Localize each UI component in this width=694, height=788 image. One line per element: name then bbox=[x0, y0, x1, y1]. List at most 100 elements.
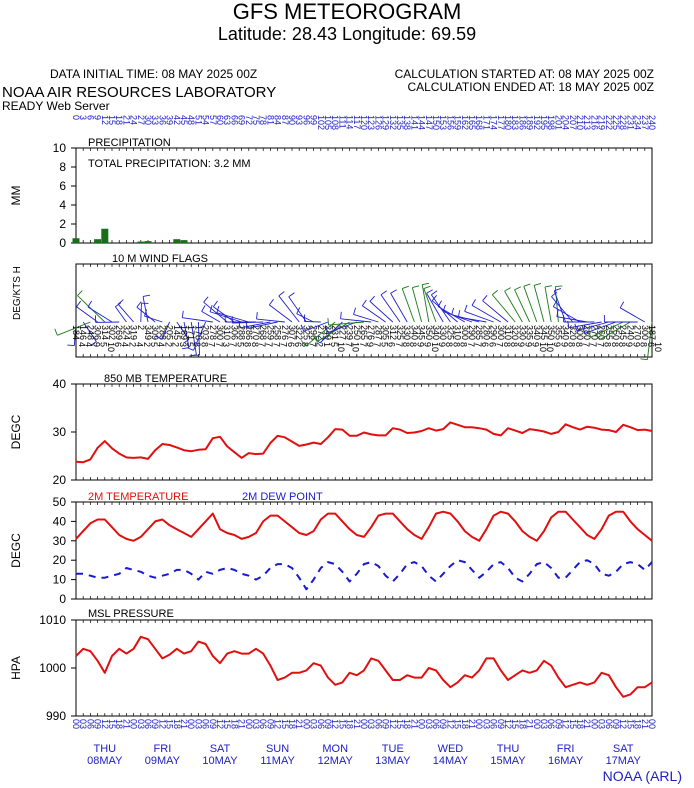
wind-barb-flag bbox=[380, 290, 387, 296]
wind-direction-label: 340 bbox=[561, 325, 571, 340]
wind-speed-label: 2 bbox=[315, 342, 325, 347]
wind-barb-flag bbox=[619, 301, 625, 309]
wind-direction-label: 245 bbox=[618, 325, 628, 340]
wind-barb bbox=[471, 305, 502, 323]
wind-speed-label: 7 bbox=[466, 342, 476, 347]
wind-speed-label: 10 bbox=[653, 342, 663, 352]
time-label: 00 bbox=[186, 719, 196, 729]
time-label: 15 bbox=[510, 719, 520, 729]
wind-barb-flag bbox=[567, 320, 570, 328]
wind-barb bbox=[304, 320, 321, 323]
wind-speed-label: 9 bbox=[437, 342, 447, 347]
forecast-hour-label: 216 bbox=[589, 115, 599, 130]
day-name-label: SAT bbox=[210, 743, 231, 755]
wind-barb-flag bbox=[556, 309, 559, 317]
wind-speed-label: 8 bbox=[567, 342, 577, 347]
wind-direction-label: 276 bbox=[280, 325, 290, 340]
wind-speed-label: 8 bbox=[617, 342, 627, 347]
forecast-hour-label: 69 bbox=[237, 115, 247, 125]
time-label: 03 bbox=[366, 719, 376, 729]
wind-barb bbox=[232, 321, 264, 324]
wind-barb-flag bbox=[268, 299, 274, 306]
surface-tick-label: 20 bbox=[53, 553, 67, 567]
wind-speed-label: 5 bbox=[329, 342, 339, 347]
calc-ended: CALCULATION ENDED AT: 18 MAY 2025 00Z bbox=[407, 80, 654, 94]
forecast-hour-label: 162 bbox=[460, 115, 470, 130]
forecast-hour-label: 234 bbox=[633, 115, 643, 130]
forecast-hour-label: 105 bbox=[323, 115, 333, 130]
forecast-hour-label: 144 bbox=[417, 115, 427, 130]
wind-speed-label: 7 bbox=[473, 342, 483, 347]
forecast-hour-label: 180 bbox=[503, 115, 513, 130]
wind-direction-label: 325 bbox=[301, 325, 311, 340]
wind-direction-label: 227 bbox=[337, 325, 347, 340]
wind-barb-flag bbox=[574, 323, 578, 331]
wind-barb bbox=[136, 306, 156, 323]
wind-speed-label: 3 bbox=[178, 342, 188, 347]
wind-barb-flag bbox=[422, 282, 430, 286]
wind-axis-label: DEG/KTS H bbox=[12, 266, 23, 320]
forecast-hour-label: 108 bbox=[330, 115, 340, 130]
wind-speed-label: 2 bbox=[142, 342, 152, 347]
forecast-hour-label: 0 bbox=[71, 115, 81, 120]
time-label: 18 bbox=[460, 719, 470, 729]
pressure-line bbox=[75, 635, 653, 698]
wind-barb bbox=[305, 321, 336, 347]
forecast-hour-label: 213 bbox=[582, 115, 592, 130]
wind-barb bbox=[73, 321, 77, 346]
wind-speed-label: 1 bbox=[322, 342, 332, 347]
surface-tick-label: 10 bbox=[53, 573, 67, 587]
wind-direction-label: 146 bbox=[78, 325, 88, 340]
wind-speed-label: 7 bbox=[279, 342, 289, 347]
forecast-hour-label: 48 bbox=[186, 115, 196, 125]
day-name-label: SAT bbox=[613, 743, 634, 755]
time-label: 00 bbox=[532, 719, 542, 729]
wind-barb-flag bbox=[203, 296, 209, 303]
forecast-hour-label: 240 bbox=[647, 115, 657, 130]
wind-barb-flag bbox=[551, 291, 558, 297]
precip-bar bbox=[137, 241, 145, 243]
time-label: 18 bbox=[114, 719, 124, 729]
t850-tick-label: 40 bbox=[53, 377, 67, 391]
time-label: 18 bbox=[517, 719, 527, 729]
surface-tick-label: 30 bbox=[53, 534, 67, 548]
calc-started: CALCULATION STARTED AT: 08 MAY 2025 00Z bbox=[394, 67, 654, 81]
wind-barb bbox=[327, 321, 357, 333]
surface-tick-label: 40 bbox=[53, 514, 67, 528]
pressure-axis-label: HPA bbox=[9, 656, 23, 680]
wind-barb bbox=[87, 306, 113, 323]
forecast-hour-label: 63 bbox=[222, 115, 232, 125]
forecast-hour-label: 123 bbox=[366, 115, 376, 130]
wind-barb bbox=[161, 321, 171, 340]
wind-barb bbox=[209, 311, 242, 323]
time-label: 12 bbox=[618, 719, 628, 729]
wind-speed-label: 8 bbox=[502, 342, 512, 347]
day-date-label: 12MAY bbox=[318, 755, 354, 767]
wind-direction-label: 314 bbox=[100, 325, 110, 340]
forecast-hour-label: 177 bbox=[496, 115, 506, 130]
wind-direction-label: 265 bbox=[359, 325, 369, 340]
forecast-hour-label: 171 bbox=[481, 115, 491, 130]
time-label: 21 bbox=[237, 719, 247, 729]
temp-legend-label: 2M TEMPERATURE bbox=[88, 491, 188, 503]
wind-barb bbox=[411, 287, 423, 323]
pressure-tick-label: 1000 bbox=[39, 661, 66, 675]
wind-speed-label: 8 bbox=[250, 342, 260, 347]
wind-speed-label: 7 bbox=[595, 342, 605, 347]
noaa-credit: NOAA (ARL) bbox=[602, 768, 682, 784]
temperature-line bbox=[75, 510, 653, 542]
time-label: 03 bbox=[136, 719, 146, 729]
wind-speed-label: 9 bbox=[624, 342, 634, 347]
lab-name: NOAA AIR RESOURCES LABORATORY bbox=[2, 84, 277, 101]
wind-barb-flag bbox=[76, 300, 82, 307]
wind-speed-label: 4 bbox=[120, 342, 130, 347]
wind-direction-label: 300 bbox=[496, 325, 506, 340]
wind-speed-label: 10 bbox=[106, 342, 116, 352]
day-name-label: FRI bbox=[154, 743, 172, 755]
wind-direction-label: 340 bbox=[409, 325, 419, 340]
forecast-hour-label: 225 bbox=[611, 115, 621, 130]
time-label: 18 bbox=[345, 719, 355, 729]
forecast-hour-label: 12 bbox=[100, 115, 110, 125]
wind-direction-label: 300 bbox=[640, 325, 650, 340]
